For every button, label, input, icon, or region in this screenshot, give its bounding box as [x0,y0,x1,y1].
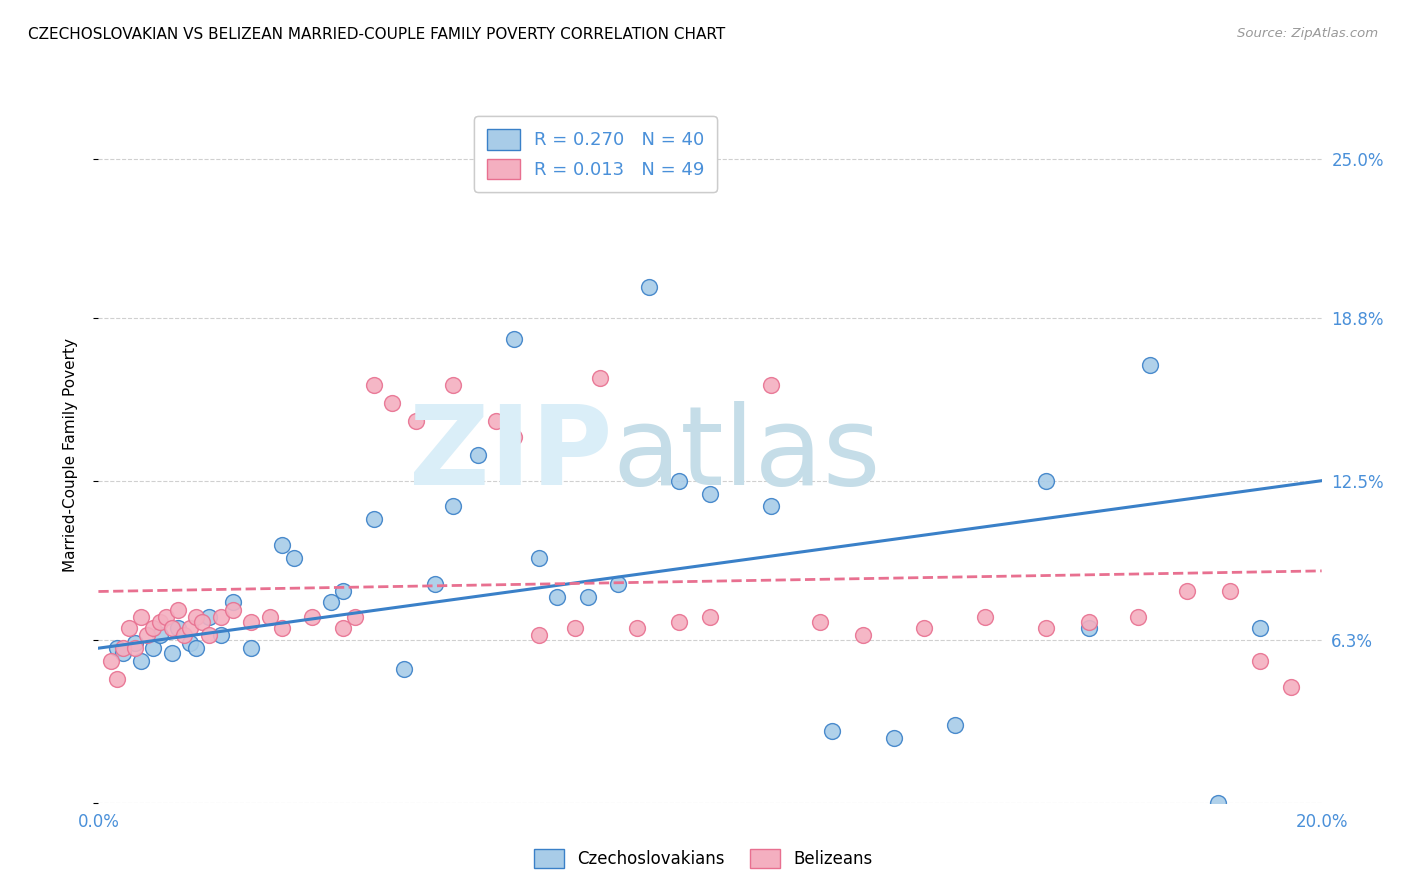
Text: atlas: atlas [612,401,880,508]
Point [142,641,165,656]
Point [179,621,201,635]
Point [149,628,172,642]
Point [100,654,122,668]
Point [485,414,508,428]
Point [883,731,905,746]
Point [283,551,305,566]
Text: CZECHOSLOVAKIAN VS BELIZEAN MARRIED-COUPLE FAMILY POVERTY CORRELATION CHART: CZECHOSLOVAKIAN VS BELIZEAN MARRIED-COUP… [28,27,725,42]
Point [197,610,219,624]
Text: Source: ZipAtlas.com: Source: ZipAtlas.com [1237,27,1378,40]
Point [1249,621,1271,635]
Point [527,551,550,566]
Point [405,414,427,428]
Point [974,610,997,624]
Point [209,628,232,642]
Point [1206,796,1229,810]
Point [626,621,648,635]
Point [852,628,875,642]
Point [222,595,245,609]
Point [167,602,190,616]
Point [270,538,292,552]
Point [637,280,661,294]
Point [441,378,464,392]
Point [191,615,214,630]
Point [197,628,219,642]
Y-axis label: Married-Couple Family Poverty: Married-Couple Family Poverty [63,338,77,572]
Point [503,332,526,346]
Point [222,602,245,616]
Point [129,654,152,668]
Point [467,448,489,462]
Point [1035,621,1057,635]
Point [1279,680,1302,694]
Point [129,610,152,624]
Point [344,610,367,624]
Point [186,641,208,656]
Point [1139,358,1161,372]
Point [503,430,526,444]
Point [209,610,232,624]
Point [240,641,263,656]
Point [240,615,263,630]
Point [270,621,292,635]
Point [142,621,165,635]
Point [179,636,201,650]
Point [423,576,446,591]
Point [1035,474,1057,488]
Point [392,662,416,676]
Point [381,396,404,410]
Point [124,641,146,656]
Point [564,621,586,635]
Point [1078,615,1101,630]
Point [105,641,128,656]
Point [259,610,281,624]
Point [699,486,721,500]
Point [607,576,630,591]
Point [576,590,599,604]
Point [186,610,208,624]
Point [319,595,342,609]
Point [759,500,782,514]
Point [363,378,385,392]
Point [111,646,134,660]
Point [527,628,550,642]
Point [160,646,183,660]
Point [943,718,966,732]
Point [808,615,831,630]
Point [1219,584,1241,599]
Point [155,610,177,624]
Point [136,628,159,642]
Point [167,621,190,635]
Point [912,621,935,635]
Point [1249,654,1271,668]
Point [1078,621,1101,635]
Point [821,723,844,738]
Point [759,378,782,392]
Point [441,500,464,514]
Text: ZIP: ZIP [409,401,612,508]
Point [149,615,172,630]
Point [332,584,354,599]
Point [668,615,690,630]
Point [699,610,721,624]
Point [105,672,128,686]
Point [589,370,612,384]
Point [1175,584,1198,599]
Point [332,621,354,635]
Point [546,590,568,604]
Point [1128,610,1150,624]
Point [118,621,141,635]
Legend: Czechoslovakians, Belizeans: Czechoslovakians, Belizeans [527,842,879,875]
Point [160,621,183,635]
Point [363,512,385,526]
Point [173,628,195,642]
Point [124,636,146,650]
Point [301,610,323,624]
Legend: R = 0.270   N = 40, R = 0.013   N = 49: R = 0.270 N = 40, R = 0.013 N = 49 [474,116,717,192]
Point [111,641,134,656]
Point [668,474,690,488]
